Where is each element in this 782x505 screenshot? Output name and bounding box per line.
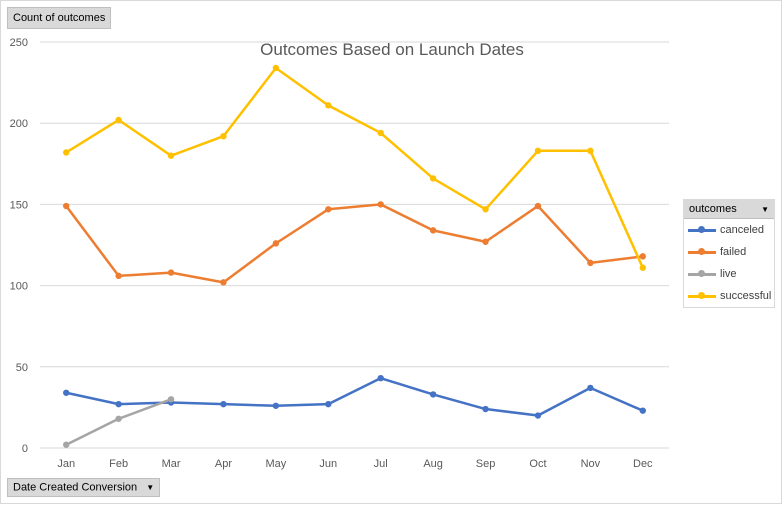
line-chart: 0 50 100 150 200 250 Jan Feb Mar Apr May Jun Jul Aug… [10,37,669,470]
data-point [115,116,122,124]
series-line [65,203,643,284]
series-failed [63,201,646,286]
data-point [115,415,122,422]
data-point [429,175,437,182]
legend-swatch [688,270,716,277]
data-point [325,400,332,408]
data-point [272,240,280,247]
legend-item-successful: successful [684,285,774,307]
data-point [167,396,175,403]
data-point [115,272,122,280]
series-lines [63,64,646,448]
y-axis-ticks: 0 50 100 150 200 250 [10,37,28,455]
x-tick-label: Sep [476,458,496,470]
x-axis-ticks: Jan Feb Mar Apr May Jun Jul Aug Sep Oct Nov Dec [57,458,653,470]
dropdown-arrow-icon: ▼ [761,204,769,214]
series-canceled [63,374,646,419]
legend-swatch [688,248,716,255]
data-point [63,202,70,210]
data-point [272,402,280,409]
y-tick-label: 150 [10,199,28,211]
legend-filter-button[interactable]: outcomes ▼ [684,200,774,219]
y-tick-label: 250 [10,37,28,49]
legend-items: canceled failed live successful [684,219,774,307]
data-point [377,201,384,208]
legend-swatch [688,292,716,299]
x-tick-label: Nov [581,458,601,470]
y-tick-label: 50 [16,362,28,374]
data-point [587,384,594,392]
data-point [639,253,646,260]
series-line [65,376,644,417]
data-point [639,407,646,414]
dropdown-arrow-icon: ▼ [146,483,155,492]
value-field-button[interactable]: Count of outcomes [7,7,112,29]
x-tick-label: May [265,458,286,470]
data-point [63,441,70,448]
legend-label: failed [720,246,747,258]
data-point [377,129,384,137]
data-point [587,147,594,155]
data-point [534,412,542,419]
data-point [63,149,70,156]
data-point [115,400,122,408]
gridlines [40,41,669,449]
value-field-label: Count of outcomes [13,12,106,24]
data-point [220,132,227,140]
data-point [220,279,227,286]
data-point [220,400,227,408]
x-tick-label: Jul [374,458,388,470]
axis-field-button[interactable]: Date Created Conversion ▼ [7,478,161,497]
legend-title: outcomes [689,203,737,215]
data-point [482,405,489,413]
legend-label: canceled [720,224,765,236]
legend-item-failed: failed [684,241,774,263]
legend-label: successful [720,290,772,302]
legend-label: live [720,268,737,280]
y-tick-label: 200 [10,118,28,130]
series-successful [63,64,646,271]
x-tick-label: Apr [215,458,232,470]
x-tick-label: Jun [319,458,337,470]
data-point [639,264,646,271]
data-point [429,227,437,234]
legend-swatch [688,226,716,233]
data-point [167,269,175,276]
data-point [272,64,280,72]
data-point [534,147,542,155]
series-live [63,396,175,448]
data-point [429,391,437,398]
x-tick-label: Feb [109,458,128,470]
data-point [167,152,175,159]
x-tick-label: Jan [57,458,75,470]
y-tick-label: 0 [22,443,28,455]
data-point [377,374,384,382]
x-tick-label: Oct [529,458,546,470]
legend-item-live: live [684,263,774,285]
series-line [65,66,644,269]
chart-title: Outcomes Based on Launch Dates [260,40,524,59]
data-point [482,238,489,245]
data-point [534,202,542,210]
x-tick-label: Mar [162,458,181,470]
legend: outcomes ▼ canceled failed live successful [683,199,775,308]
x-tick-label: Dec [633,458,653,470]
data-point [63,389,70,396]
y-tick-label: 100 [10,281,28,293]
data-point [482,206,489,213]
axis-field-label: Date Created Conversion [13,481,138,494]
data-point [325,206,332,213]
x-tick-label: Aug [423,458,443,470]
legend-item-canceled: canceled [684,219,774,241]
data-point [325,102,332,109]
data-point [587,259,594,267]
